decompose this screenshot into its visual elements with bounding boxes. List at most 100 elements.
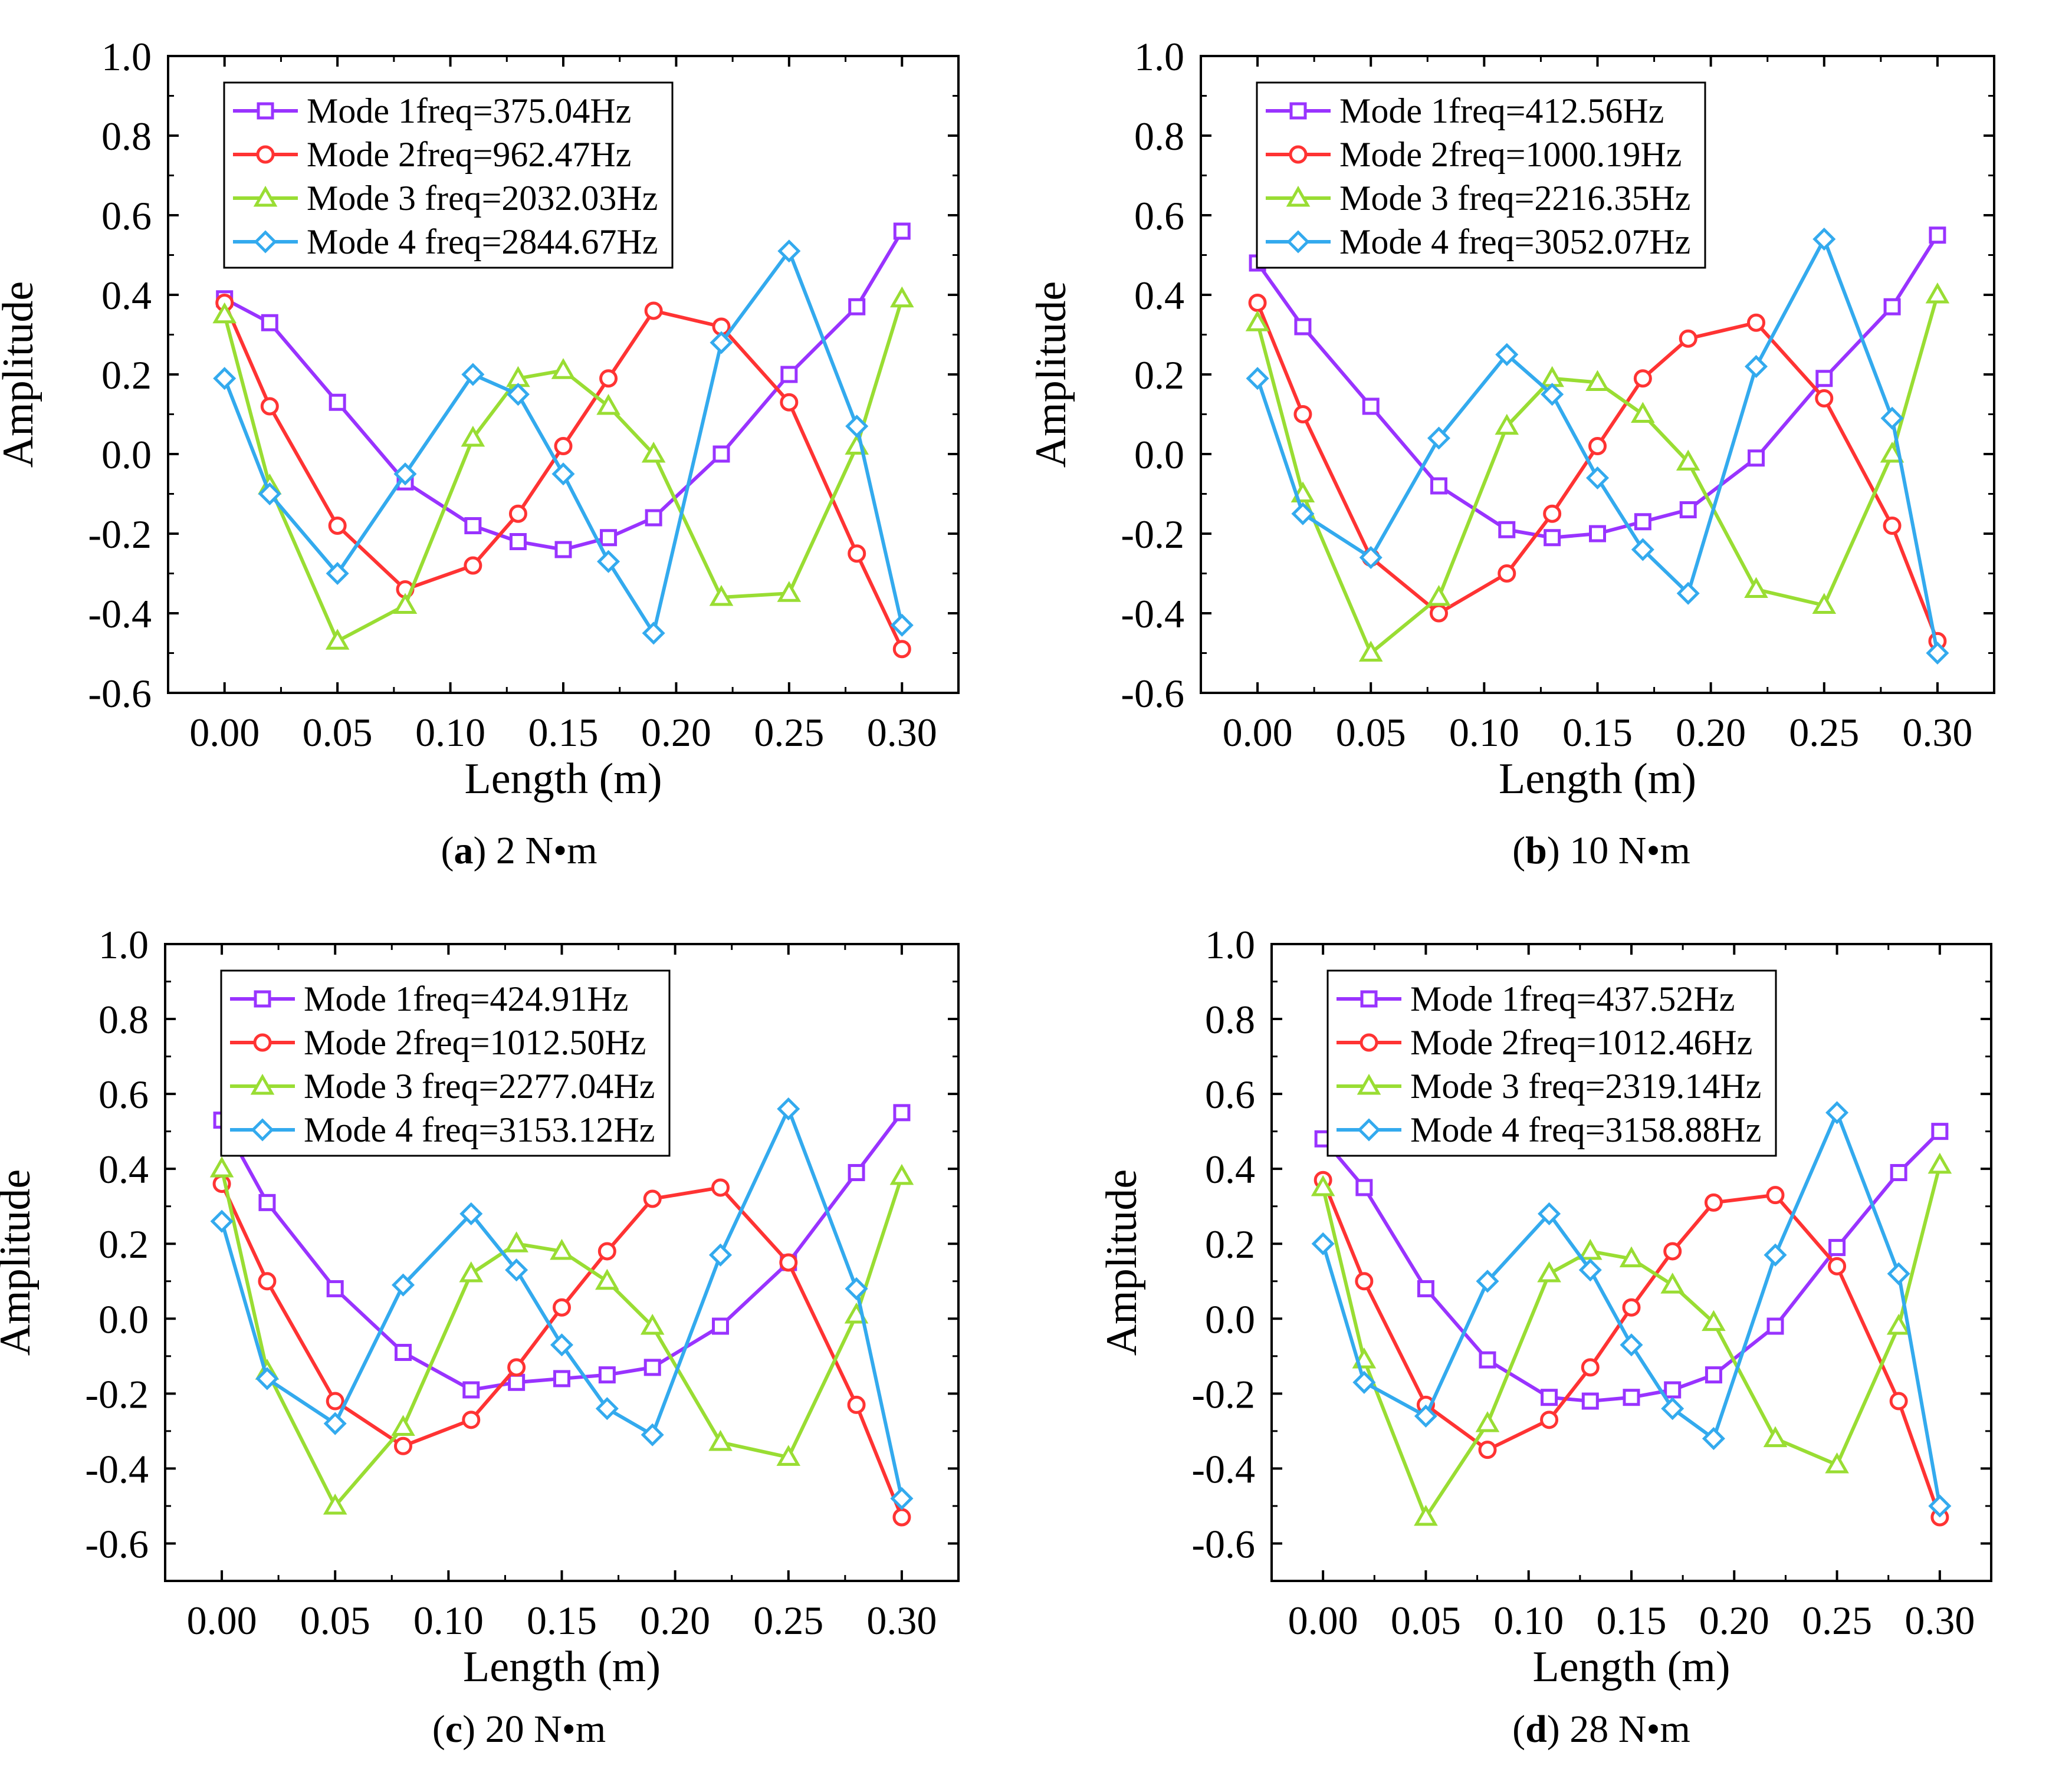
data-point — [1679, 329, 1697, 348]
data-point — [708, 1243, 733, 1267]
x-tick-label: 0.20 — [641, 710, 711, 755]
data-point — [777, 581, 802, 602]
data-point — [260, 397, 279, 416]
data-point — [1246, 367, 1269, 390]
data-point — [209, 1156, 234, 1178]
data-point — [1498, 521, 1516, 538]
legend-mode-label: Mode 4 — [307, 222, 416, 261]
chart-panel-d: 1.0 0.8 0.6 0.4 0.2 0.0 -0.2 -0.4 -0.6 0.00 0.05 0.… — [1098, 922, 1992, 1691]
data-point — [1585, 466, 1610, 490]
legend-mode-label: Mode 1 — [1339, 91, 1449, 130]
legend-entry: Mode 3 freq=2277.04Hz — [230, 1067, 655, 1106]
data-point — [1578, 1238, 1603, 1260]
data-point — [258, 482, 281, 506]
data-point — [641, 441, 666, 463]
data-point — [1664, 1381, 1682, 1399]
data-point — [595, 1268, 619, 1290]
data-point — [777, 1097, 800, 1121]
data-point — [1704, 1193, 1723, 1212]
data-point — [892, 640, 911, 659]
legend-entry: Mode 4 freq=3052.07Hz — [1266, 222, 1690, 261]
data-point — [598, 1366, 616, 1384]
y-axis-label: Amplitude — [1036, 281, 1075, 468]
y-tick-label: 0.4 — [1134, 273, 1184, 318]
y-tick-label: -0.2 — [1121, 512, 1184, 557]
data-point — [393, 593, 418, 614]
data-point — [1355, 1272, 1374, 1291]
data-point — [1928, 1494, 1952, 1518]
data-point — [462, 1381, 480, 1399]
legend-marker — [1360, 990, 1378, 1008]
data-point — [1929, 226, 1946, 244]
legend-mode-label: Mode 3 — [1410, 1067, 1519, 1106]
legend-marker — [1286, 185, 1311, 207]
data-point — [464, 556, 482, 575]
legend-marker — [256, 145, 275, 164]
series-1 — [216, 222, 911, 558]
legend-marker — [1289, 145, 1308, 164]
x-tick-label: 0.15 — [527, 1598, 597, 1643]
legend-freq-label: freq=962.47Hz — [416, 135, 631, 174]
legend-freq-label: freq=3153.12Hz — [422, 1110, 655, 1149]
chart-panel-a: 1.0 0.8 0.6 0.4 0.2 0.0 -0.2 -0.4 -0.6 0.00 0.05 0.… — [0, 34, 960, 803]
data-point — [1679, 501, 1697, 518]
data-point — [508, 504, 527, 523]
legend-marker — [253, 1033, 272, 1052]
y-tick-label: -0.6 — [1121, 671, 1184, 716]
data-point — [1815, 370, 1833, 387]
data-point — [847, 1395, 866, 1414]
y-tick-label: 0.2 — [101, 353, 152, 397]
data-point — [553, 1370, 570, 1388]
y-tick-label: 0.4 — [1205, 1147, 1255, 1192]
data-point — [596, 393, 620, 415]
legend-freq-label: freq=437.52Hz — [1519, 979, 1735, 1018]
data-point — [326, 1280, 344, 1297]
y-tick-label: -0.4 — [85, 1446, 149, 1491]
x-tick-label: 0.10 — [1449, 710, 1519, 755]
y-tick-label: 1.0 — [1205, 922, 1255, 967]
series-4 — [1246, 227, 1949, 665]
data-point — [1358, 640, 1383, 662]
data-point — [1663, 1242, 1682, 1261]
data-point — [1825, 1101, 1849, 1125]
legend-entry: Mode 4 freq=3153.12Hz — [230, 1110, 655, 1149]
series-1 — [1314, 1123, 1949, 1410]
legend-marker — [254, 230, 277, 254]
x-axis-label: Length (m) — [1499, 755, 1696, 803]
y-tick-label: -0.4 — [1191, 1446, 1255, 1491]
data-point — [1812, 593, 1837, 614]
data-point — [255, 1367, 279, 1390]
data-point — [261, 314, 278, 331]
data-point — [1355, 1179, 1373, 1196]
y-tick-label: 0.0 — [1205, 1297, 1255, 1342]
data-point — [210, 1209, 234, 1233]
legend-freq-label: freq=2216.35Hz — [1457, 179, 1690, 218]
data-point — [1744, 354, 1768, 379]
y-tick-label: 0.2 — [98, 1222, 149, 1267]
y-tick-label: 0.0 — [1134, 432, 1184, 477]
data-point — [1828, 1239, 1846, 1257]
data-point — [848, 298, 866, 315]
x-tick-label: 0.25 — [754, 710, 824, 755]
data-point — [712, 445, 730, 463]
data-point — [1676, 581, 1700, 605]
legend-marker — [1289, 102, 1307, 120]
data-point — [1475, 1411, 1500, 1432]
y-tick-label: -0.2 — [88, 512, 152, 557]
data-point — [1883, 298, 1901, 315]
y-tick-label: 0.8 — [101, 114, 152, 159]
data-point — [459, 1261, 484, 1283]
data-point — [845, 415, 869, 438]
data-point — [1748, 449, 1765, 467]
x-axis-label: Length (m) — [465, 755, 662, 803]
legend-box — [220, 969, 671, 1157]
data-point — [1620, 1333, 1643, 1357]
data-point — [1538, 1202, 1561, 1225]
data-point — [1544, 529, 1561, 547]
data-point — [1578, 1258, 1602, 1282]
data-point — [1495, 343, 1519, 366]
data-point — [640, 1313, 665, 1335]
data-point — [643, 1359, 661, 1376]
data-point — [779, 1253, 798, 1272]
y-tick-label: 1.0 — [98, 922, 149, 967]
